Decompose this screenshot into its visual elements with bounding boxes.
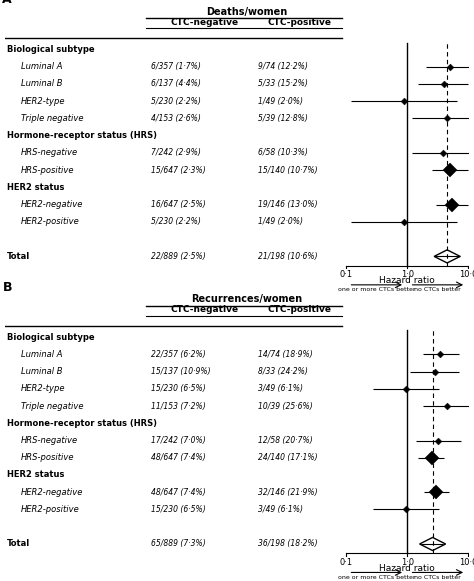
Text: Luminal B: Luminal B [21,367,63,376]
Text: Total: Total [7,540,30,548]
Text: Total: Total [7,252,30,261]
Text: HER2-positive: HER2-positive [21,505,80,514]
Text: 48/647 (7·4%): 48/647 (7·4%) [151,487,206,497]
Text: CTC-negative: CTC-negative [171,306,238,314]
Text: 4/153 (2·6%): 4/153 (2·6%) [151,114,201,123]
Text: Triple negative: Triple negative [21,401,83,411]
Text: Triple negative: Triple negative [21,114,83,123]
Text: 3/49 (6·1%): 3/49 (6·1%) [258,384,303,393]
Text: HRS-positive: HRS-positive [21,453,74,462]
Text: CTC-positive: CTC-positive [268,18,332,27]
Text: 32/146 (21·9%): 32/146 (21·9%) [258,487,318,497]
Text: Hormone-receptor status (HRS): Hormone-receptor status (HRS) [7,131,157,140]
Text: 5/39 (12·8%): 5/39 (12·8%) [258,114,308,123]
Text: 15/230 (6·5%): 15/230 (6·5%) [151,384,206,393]
Text: 36/198 (18·2%): 36/198 (18·2%) [258,540,318,548]
Text: Biological subtype: Biological subtype [7,45,95,54]
Text: CTC-negative: CTC-negative [171,18,238,27]
Text: 1·0: 1·0 [401,558,414,567]
Text: no CTCs better: no CTCs better [414,575,461,580]
Text: B: B [2,281,12,293]
Text: HRS-positive: HRS-positive [21,166,74,175]
Text: 19/146 (13·0%): 19/146 (13·0%) [258,200,318,209]
Text: Hazard ratio: Hazard ratio [379,564,435,573]
Text: A: A [2,0,12,6]
Text: Hormone-receptor status (HRS): Hormone-receptor status (HRS) [7,419,157,428]
Text: HRS-negative: HRS-negative [21,148,78,157]
Text: HER2 status: HER2 status [7,471,64,479]
Text: 15/137 (10·9%): 15/137 (10·9%) [151,367,210,376]
Text: 1/49 (2·0%): 1/49 (2·0%) [258,96,303,106]
Text: 10·0: 10·0 [459,270,474,279]
Text: 10/39 (25·6%): 10/39 (25·6%) [258,401,313,411]
Text: 10·0: 10·0 [459,558,474,567]
Text: 21/198 (10·6%): 21/198 (10·6%) [258,252,318,261]
Text: HER2-negative: HER2-negative [21,487,83,497]
Text: 0·1: 0·1 [339,558,353,567]
Text: HER2-positive: HER2-positive [21,217,80,227]
Text: 1/49 (2·0%): 1/49 (2·0%) [258,217,303,227]
Text: 65/889 (7·3%): 65/889 (7·3%) [151,540,206,548]
Text: Luminal A: Luminal A [21,350,63,358]
Text: 14/74 (18·9%): 14/74 (18·9%) [258,350,313,358]
Text: 1·0: 1·0 [401,270,414,279]
Text: Recurrences/women: Recurrences/women [191,294,302,304]
Text: 5/230 (2·2%): 5/230 (2·2%) [151,96,201,106]
Text: 8/33 (24·2%): 8/33 (24·2%) [258,367,308,376]
Text: CTC-positive: CTC-positive [268,306,332,314]
Text: Biological subtype: Biological subtype [7,332,95,342]
Text: 15/647 (2·3%): 15/647 (2·3%) [151,166,206,175]
Text: one or more CTCs better: one or more CTCs better [338,287,415,292]
Text: 15/140 (10·7%): 15/140 (10·7%) [258,166,318,175]
Text: HRS-negative: HRS-negative [21,436,78,445]
Text: 17/242 (7·0%): 17/242 (7·0%) [151,436,206,445]
Text: 3/49 (6·1%): 3/49 (6·1%) [258,505,303,514]
Text: 5/33 (15·2%): 5/33 (15·2%) [258,80,308,88]
Text: Hazard ratio: Hazard ratio [379,277,435,285]
Text: 16/647 (2·5%): 16/647 (2·5%) [151,200,206,209]
Text: Deaths/women: Deaths/women [206,6,287,16]
Text: 22/889 (2·5%): 22/889 (2·5%) [151,252,206,261]
Text: Luminal A: Luminal A [21,62,63,71]
Text: 9/74 (12·2%): 9/74 (12·2%) [258,62,308,71]
Text: 0·1: 0·1 [339,270,353,279]
Text: no CTCs better: no CTCs better [414,287,461,292]
Text: 48/647 (7·4%): 48/647 (7·4%) [151,453,206,462]
Text: Luminal B: Luminal B [21,80,63,88]
Text: one or more CTCs better: one or more CTCs better [338,575,415,580]
Text: 12/58 (20·7%): 12/58 (20·7%) [258,436,313,445]
Text: 6/137 (4·4%): 6/137 (4·4%) [151,80,201,88]
Text: 6/58 (10·3%): 6/58 (10·3%) [258,148,308,157]
Text: 5/230 (2·2%): 5/230 (2·2%) [151,217,201,227]
Text: HER2-type: HER2-type [21,384,65,393]
Text: HER2 status: HER2 status [7,183,64,192]
Text: 6/357 (1·7%): 6/357 (1·7%) [151,62,201,71]
Text: 15/230 (6·5%): 15/230 (6·5%) [151,505,206,514]
Text: HER2-negative: HER2-negative [21,200,83,209]
Text: 7/242 (2·9%): 7/242 (2·9%) [151,148,201,157]
Text: 22/357 (6·2%): 22/357 (6·2%) [151,350,206,358]
Text: 11/153 (7·2%): 11/153 (7·2%) [151,401,206,411]
Text: 24/140 (17·1%): 24/140 (17·1%) [258,453,318,462]
Text: HER2-type: HER2-type [21,96,65,106]
